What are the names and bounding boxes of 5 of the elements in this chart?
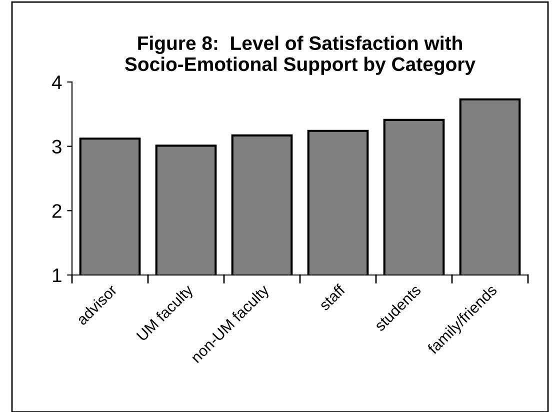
y-tick-label: 1 — [52, 268, 62, 282]
chart-title: Figure 8: Level of Satisfaction with Socio-Emotional Support by Category — [125, 36, 476, 76]
y-tick-label: 2 — [52, 204, 62, 218]
y-tick-label: 4 — [52, 76, 62, 90]
y-tick-label: 3 — [52, 140, 62, 154]
